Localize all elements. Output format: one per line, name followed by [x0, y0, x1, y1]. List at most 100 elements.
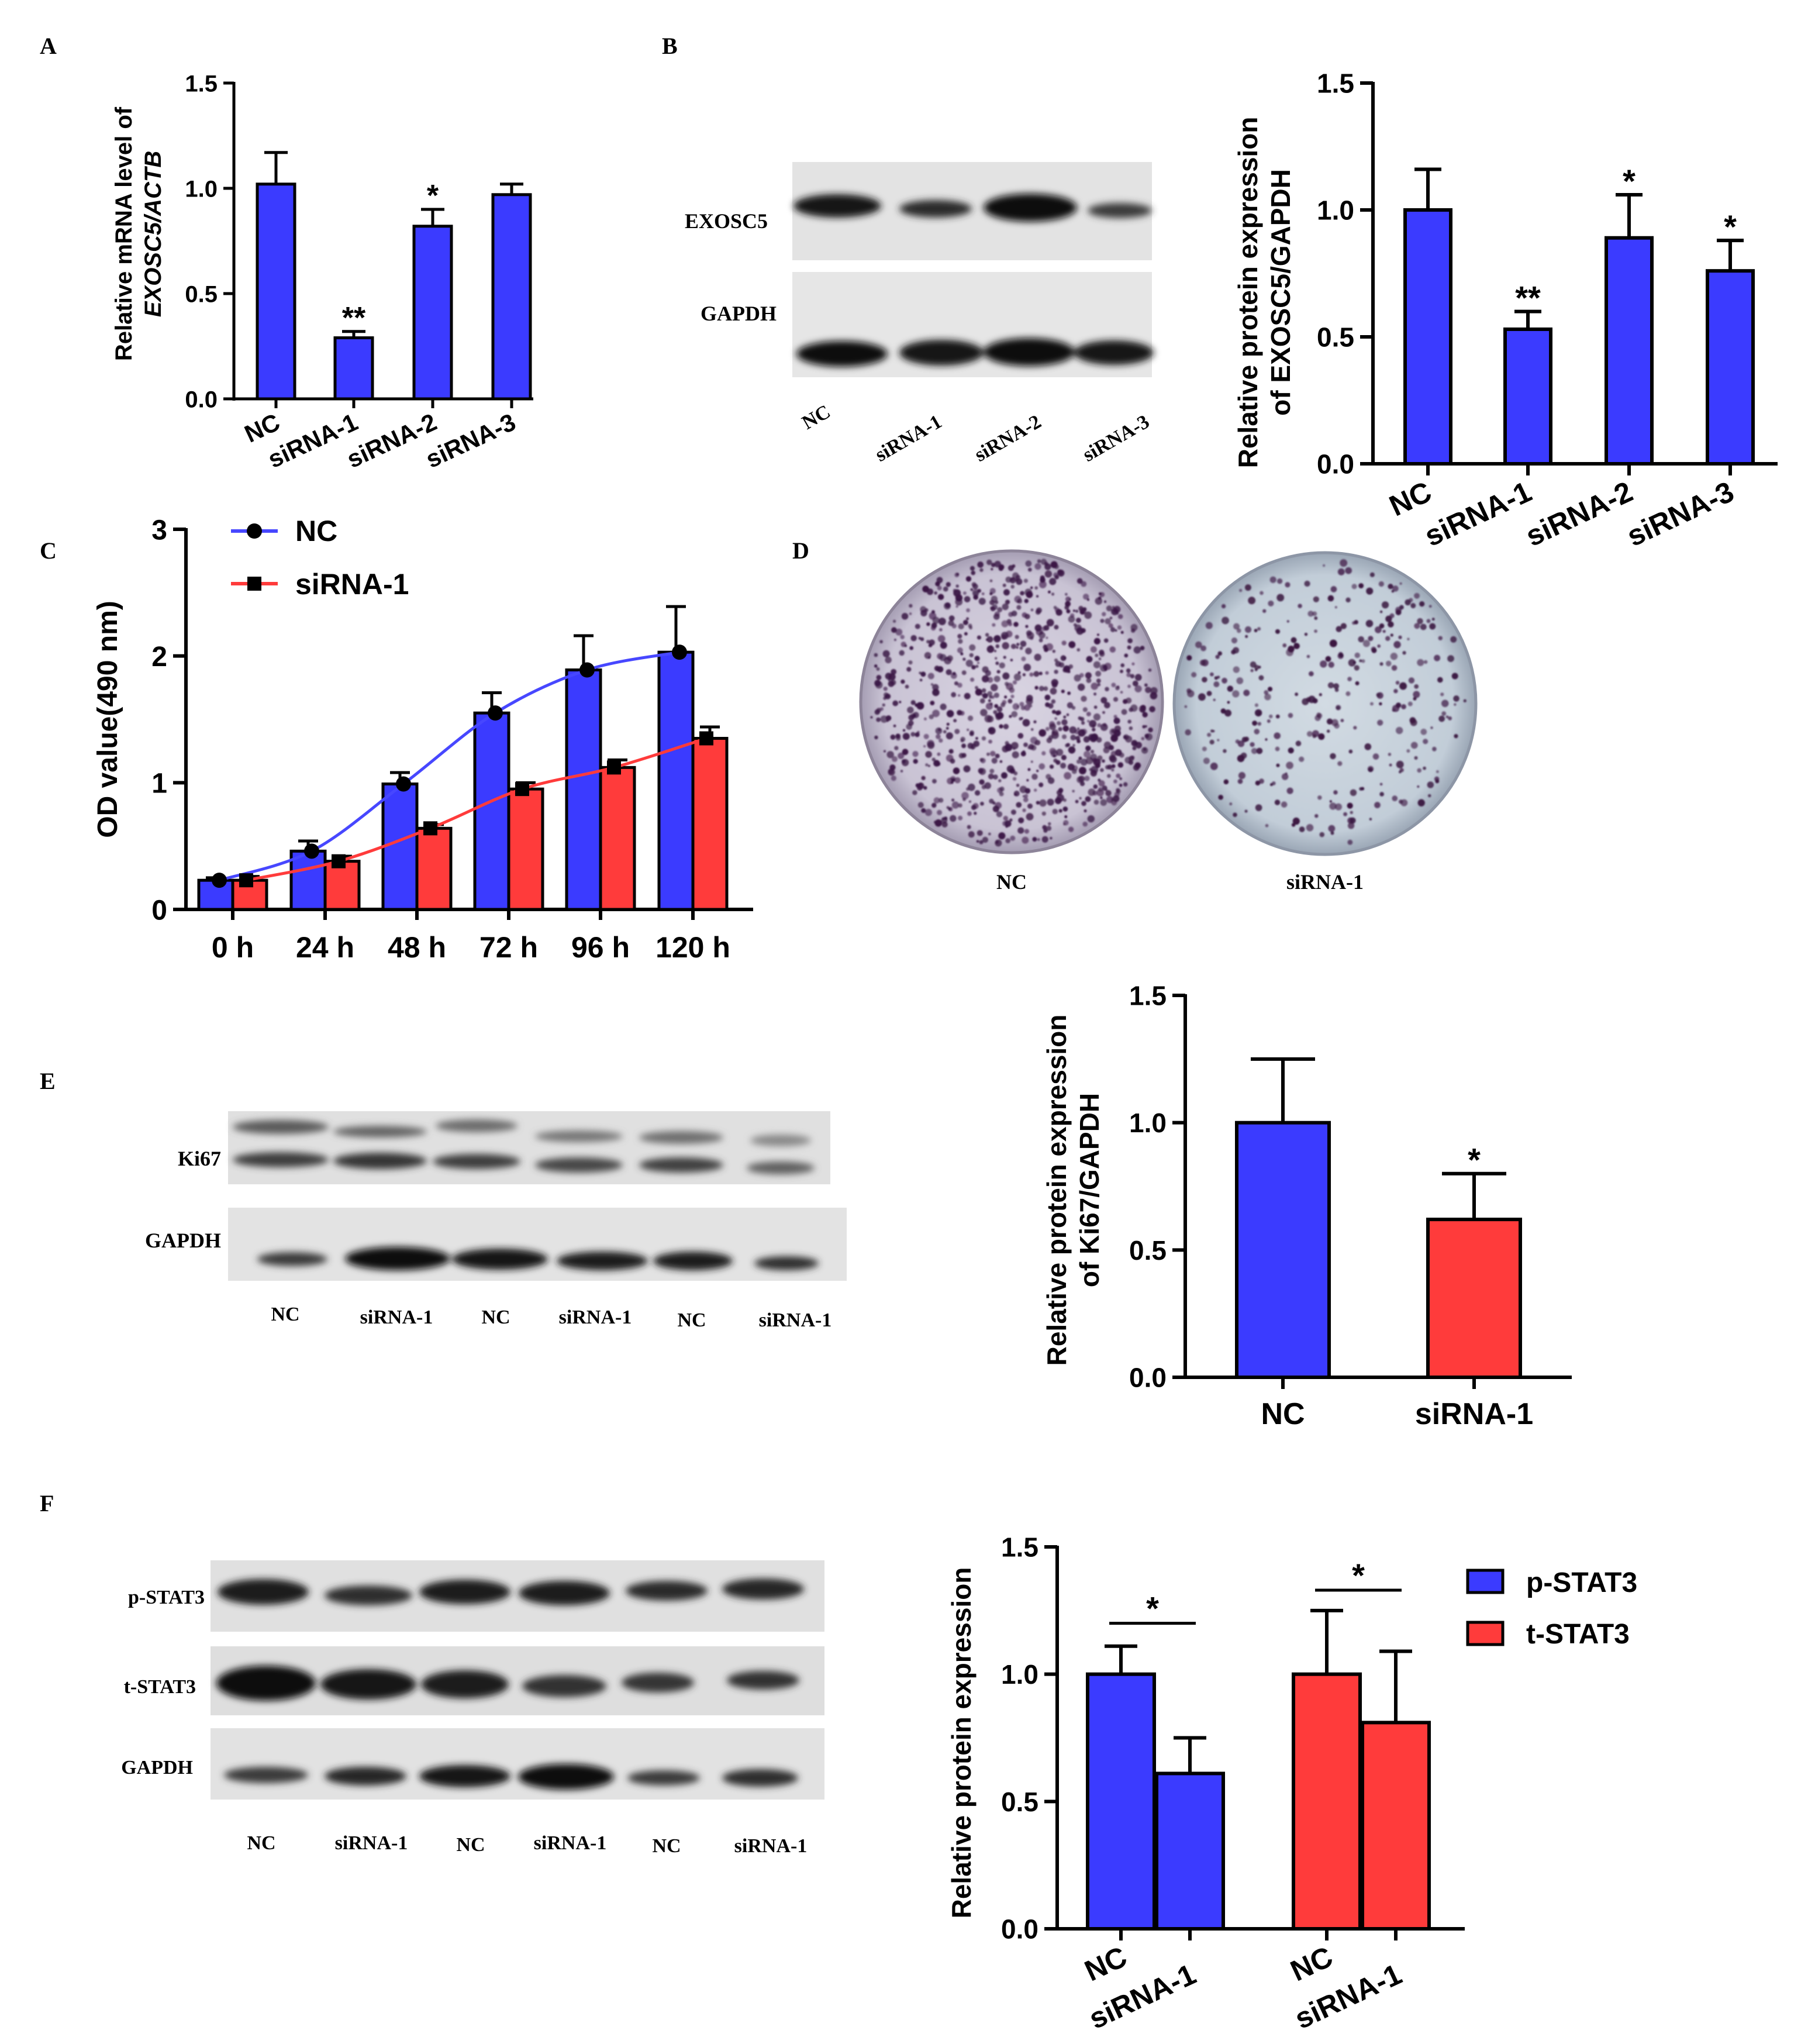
- colony-dot: [924, 809, 932, 816]
- colony-dot: [960, 711, 965, 716]
- colony-dot: [980, 801, 984, 806]
- colony-dot: [1274, 799, 1281, 805]
- legend-swatch-tstat3: [1466, 1621, 1505, 1646]
- chart-c-y-tick-label: 2: [151, 642, 167, 673]
- colony-dot: [1048, 822, 1051, 826]
- chart-b-y-label-line1: Relative protein expression: [1233, 117, 1263, 468]
- colony-dot: [1099, 649, 1105, 656]
- chart-c-point-nc: [212, 873, 227, 888]
- colony-dot: [1399, 605, 1404, 610]
- colony-dot: [1039, 799, 1047, 807]
- colony-dot: [1345, 597, 1351, 603]
- colony-dot: [1267, 687, 1273, 692]
- colony-dot: [1227, 685, 1234, 692]
- colony-dot: [1392, 795, 1398, 801]
- colony-dot: [1096, 633, 1100, 636]
- chart-c-growth-curve: OD value(490 nm) NC siRNA-1 0 1 2 3 0 h 24 h 4…: [92, 515, 753, 964]
- colony-dot: [1030, 608, 1034, 612]
- colony-dot: [1090, 750, 1095, 754]
- colony-dot: [977, 661, 980, 664]
- colony-dot: [1097, 723, 1102, 728]
- colony-dot: [1145, 733, 1153, 741]
- colony-dot: [1086, 656, 1093, 663]
- colony-dot: [1379, 792, 1384, 797]
- colony-dot: [1079, 781, 1085, 787]
- colony-dot: [923, 785, 927, 790]
- colony-dot: [1003, 815, 1009, 821]
- colony-dot: [996, 712, 1004, 719]
- colony-dot: [989, 579, 993, 582]
- colony-dot: [1049, 764, 1054, 769]
- colony-dot: [1117, 613, 1123, 619]
- colony-dot: [948, 749, 954, 754]
- colony-dot: [927, 764, 930, 767]
- colony-dot: [1093, 692, 1097, 696]
- colony-dot: [991, 757, 998, 764]
- colony-dot: [1109, 728, 1117, 736]
- colony-dot: [921, 808, 926, 813]
- colony-dot: [951, 798, 955, 802]
- colony-dot: [968, 783, 975, 791]
- colony-dot: [1276, 594, 1285, 602]
- colony-dot: [1076, 578, 1083, 584]
- colony-dot: [1275, 746, 1280, 752]
- colony-dot: [1058, 727, 1062, 732]
- colony-dot: [1191, 672, 1197, 678]
- colony-dot: [969, 644, 976, 651]
- colony-dot: [1061, 690, 1065, 694]
- colony-dot: [1379, 623, 1385, 629]
- colony-dot: [1006, 619, 1012, 624]
- colony-dot: [908, 720, 914, 726]
- chart-a-y-label-line1: Relative mRNA level of: [111, 106, 137, 361]
- colony-dot: [1299, 826, 1305, 832]
- colony-dot: [939, 654, 947, 661]
- colony-dot: [1434, 654, 1441, 661]
- chart-c-nc-1-bar: [289, 849, 327, 911]
- colony-dot: [1030, 728, 1034, 731]
- colony-dot: [966, 617, 969, 621]
- colony-dot: [1036, 595, 1039, 598]
- colony-dot: [874, 735, 878, 740]
- colony-dot: [1045, 702, 1050, 708]
- colony-dot: [1068, 746, 1076, 754]
- chart-a-y-axis-label: Relative mRNA level of EXOSC5/ACTB: [111, 106, 166, 361]
- colony-dot: [1358, 636, 1364, 643]
- colony-dot: [1372, 753, 1379, 760]
- colony-dot: [1313, 596, 1319, 602]
- chart-c-point-nc: [672, 644, 687, 660]
- colony-dot: [1224, 709, 1231, 717]
- chart-c-x-tick-label: 96 h: [571, 931, 630, 964]
- blot-f-row-label-pstat3: p-STAT3: [128, 1587, 205, 1608]
- colony-dot: [946, 722, 950, 726]
- colony-dot: [1102, 612, 1106, 616]
- colony-dot: [1213, 681, 1220, 688]
- colony-dot: [1212, 730, 1215, 733]
- colony-dot: [893, 639, 896, 642]
- blot-b-exosc5-bands: [793, 194, 1152, 222]
- colony-dot: [1393, 641, 1401, 649]
- colony-dot: [1038, 671, 1043, 675]
- colony-dot: [1086, 598, 1090, 601]
- colony-dot: [995, 661, 999, 666]
- colony-dot: [1377, 644, 1381, 648]
- colony-dot: [1119, 783, 1123, 787]
- chart-b-3-bar: [1706, 269, 1755, 466]
- chart-b-x-tick-label: siRNA-2: [1521, 475, 1638, 553]
- colony-dot: [991, 567, 993, 571]
- colony-dot: [1061, 734, 1067, 739]
- colony-dot: [1012, 680, 1017, 685]
- colony-dot: [981, 736, 986, 741]
- chart-c-sirna1-5-bar: [691, 737, 729, 911]
- colony-dot: [1055, 661, 1061, 667]
- colony-dot: [891, 627, 897, 633]
- colony-dot: [1274, 732, 1281, 739]
- colony-dot: [1044, 570, 1053, 578]
- colony-dot: [1319, 693, 1322, 697]
- colony-dot: [1330, 831, 1334, 835]
- colony-dot: [1016, 784, 1020, 787]
- colony-dot: [1132, 746, 1137, 750]
- colony-dot: [1362, 640, 1371, 647]
- colony-dot: [932, 709, 940, 718]
- colony-dot: [982, 692, 988, 699]
